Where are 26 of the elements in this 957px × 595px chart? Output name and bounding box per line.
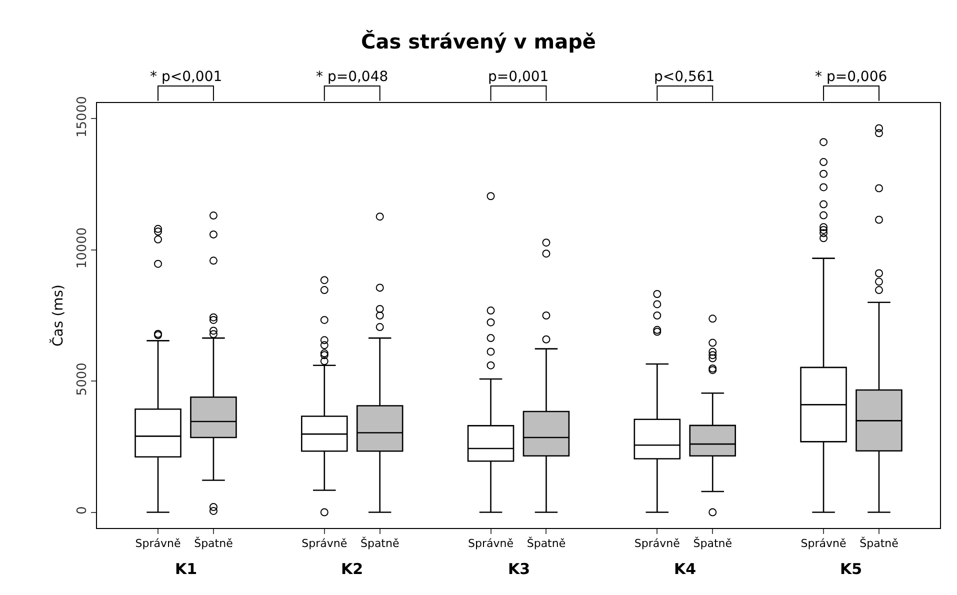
x-tick-label: Správně xyxy=(135,537,181,550)
x-tick-label: Špatně xyxy=(194,536,234,550)
x-tick-label: Správně xyxy=(468,537,514,550)
y-tick-label: 15000 xyxy=(74,96,90,138)
x-tick-label: Špatně xyxy=(860,536,899,550)
text: * p=0,048 xyxy=(316,69,388,85)
text: K4 xyxy=(674,560,696,578)
y-tick-label: 5000 xyxy=(74,362,90,396)
chart-title: Čas strávený v mapě xyxy=(361,30,596,54)
text: p<0,561 xyxy=(654,69,715,85)
y-tick-label: 0 xyxy=(74,506,90,514)
text: K2 xyxy=(341,560,364,578)
x-tick-label: Správně xyxy=(302,537,348,550)
text: p=0,001 xyxy=(488,69,549,85)
text: K1 xyxy=(175,560,198,578)
x-tick-label: Špatně xyxy=(693,536,732,550)
text: K5 xyxy=(840,560,862,578)
y-tick-label: 10000 xyxy=(74,227,90,269)
text: * p<0,001 xyxy=(150,69,222,85)
x-tick-label: Správně xyxy=(634,537,680,550)
x-tick-label: Špatně xyxy=(526,536,566,550)
text: K3 xyxy=(508,560,530,578)
text: * p=0,006 xyxy=(815,69,888,85)
y-axis-title: Čas (ms) xyxy=(49,284,66,346)
x-tick-label: Špatně xyxy=(360,536,400,550)
x-tick-label: Správně xyxy=(800,537,846,550)
